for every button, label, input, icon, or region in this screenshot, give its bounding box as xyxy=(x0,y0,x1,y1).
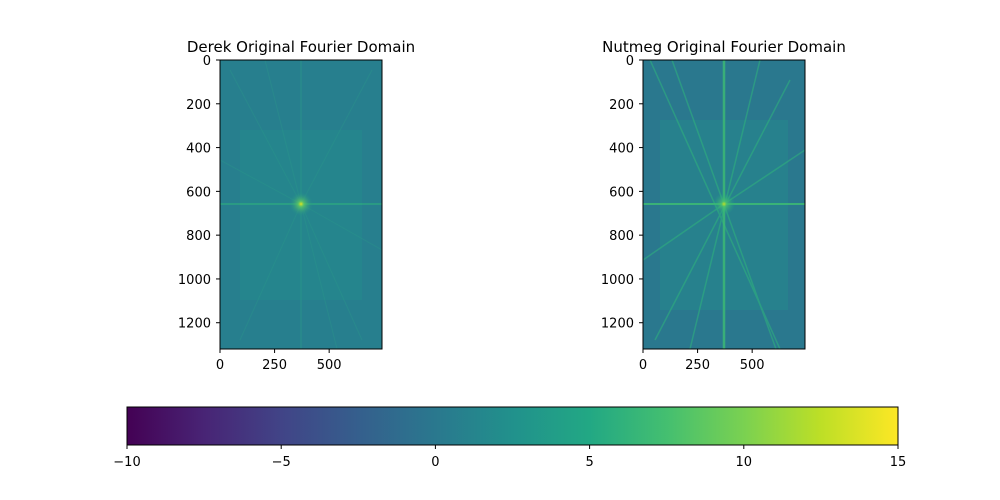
y-tick-label: 200 xyxy=(609,98,634,113)
y-axis: 0 200 400 600 800 1000 1200 xyxy=(178,54,220,332)
dc-peak xyxy=(289,192,313,216)
y-tick-label: 0 xyxy=(626,54,634,69)
radial-streaks xyxy=(220,60,382,349)
y-tick-label: 1200 xyxy=(601,317,634,332)
plot-frame xyxy=(642,59,806,350)
panel-nutmeg: Nutmeg Original Fourier Domain 0 200 400 60… xyxy=(601,38,846,373)
y-axis: 0 200 400 600 800 1000 1200 xyxy=(601,54,643,332)
y-tick-label: 200 xyxy=(186,98,211,113)
y-tick-label: 800 xyxy=(186,229,211,244)
y-tick-label: 600 xyxy=(186,185,211,200)
x-tick-label: 0 xyxy=(216,358,224,373)
colorbar-tick-label: 10 xyxy=(736,455,753,470)
x-tick-label: 500 xyxy=(740,358,765,373)
colorbar-gradient xyxy=(126,406,899,446)
y-tick-label: 400 xyxy=(609,142,634,157)
panel-title: Nutmeg Original Fourier Domain xyxy=(602,38,846,56)
plot-frame xyxy=(219,59,383,350)
x-tick-label: 250 xyxy=(685,358,710,373)
heatmap-image xyxy=(220,60,382,349)
colorbar-tick-label: 15 xyxy=(890,455,907,470)
panel-derek: Derek Original Fourier Domain 0 200 400 600… xyxy=(178,38,415,373)
colorbar-tick-label: 0 xyxy=(431,455,439,470)
y-tick-label: 0 xyxy=(203,54,211,69)
panel-title: Derek Original Fourier Domain xyxy=(187,38,415,56)
colorbar-tick-label: −5 xyxy=(272,455,291,470)
x-axis: 0 250 500 xyxy=(216,349,342,373)
colorbar: −10 −5 0 5 10 15 xyxy=(113,406,906,470)
x-tick-label: 250 xyxy=(262,358,287,373)
y-tick-label: 1000 xyxy=(601,273,634,288)
colorbar-tick-label: −10 xyxy=(113,455,140,470)
heatmap-image xyxy=(643,60,805,349)
y-tick-label: 600 xyxy=(609,185,634,200)
x-tick-label: 500 xyxy=(317,358,342,373)
x-tick-label: 0 xyxy=(639,358,647,373)
colorbar-tick-label: 5 xyxy=(585,455,593,470)
x-axis: 0 250 500 xyxy=(639,349,765,373)
y-tick-label: 1000 xyxy=(178,273,211,288)
y-tick-label: 800 xyxy=(609,229,634,244)
colorbar-axis: −10 −5 0 5 10 15 xyxy=(113,445,906,470)
dc-peak xyxy=(713,193,735,215)
y-tick-label: 1200 xyxy=(178,317,211,332)
y-tick-label: 400 xyxy=(186,142,211,157)
